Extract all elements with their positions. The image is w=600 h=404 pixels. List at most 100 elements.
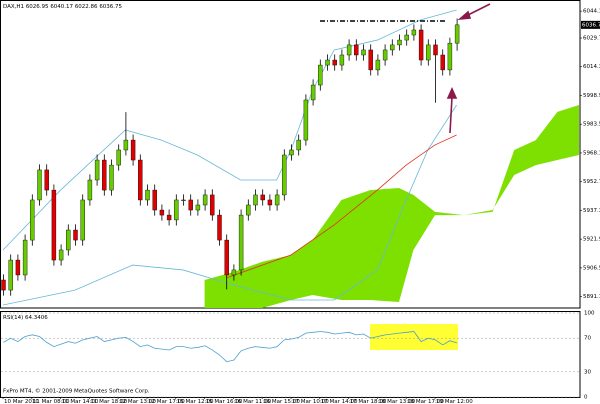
rsi-tick-label: 0 bbox=[584, 395, 588, 401]
chart-header: DAX,H1 6026.95 6040.17 6022.86 6036.75 bbox=[3, 4, 123, 10]
candle-body bbox=[51, 189, 57, 261]
y-tick-label: 6029.70 bbox=[583, 36, 600, 42]
candle-layer bbox=[1, 18, 460, 296]
candle-body bbox=[454, 24, 460, 44]
x-tick-label: 15 Mar 12:00 bbox=[177, 399, 214, 404]
candle-body bbox=[282, 154, 287, 196]
y-tick-label: 5983.50 bbox=[583, 122, 600, 128]
rsi-tick-label: 70 bbox=[584, 336, 591, 342]
rsi-highlight bbox=[370, 324, 458, 350]
candle-body bbox=[80, 199, 85, 241]
arrows bbox=[446, 3, 491, 134]
close-value: 6036.75 bbox=[99, 4, 122, 10]
arrow-head bbox=[457, 10, 472, 21]
candle-body bbox=[397, 39, 402, 46]
candle-body bbox=[382, 49, 388, 61]
x-tick-label: 11 Mar 18:00 bbox=[90, 399, 127, 404]
candle-body bbox=[202, 194, 208, 206]
x-tick-label: 16 Mar 11:00 bbox=[234, 399, 271, 404]
rsi-label: RSI(14) bbox=[3, 315, 23, 321]
y-tick-label: 6014.30 bbox=[583, 64, 600, 70]
low-value: 6022.86 bbox=[75, 4, 98, 10]
indicator-line bbox=[2, 104, 457, 306]
candle-body bbox=[361, 49, 366, 56]
candle-body bbox=[238, 214, 244, 271]
candle-body bbox=[102, 159, 107, 191]
x-tick-label: 17 Mar 10:00 bbox=[292, 399, 329, 404]
candle-body bbox=[433, 44, 438, 56]
candle-body bbox=[217, 214, 222, 241]
candle-body bbox=[339, 54, 345, 66]
candle-body bbox=[253, 194, 258, 206]
y-tick-label: 5952.70 bbox=[583, 179, 600, 185]
candle-body bbox=[66, 229, 71, 251]
candle-body bbox=[426, 44, 431, 61]
candle-body bbox=[440, 54, 445, 71]
candle-body bbox=[418, 29, 424, 61]
candle-body bbox=[224, 239, 229, 276]
x-tick-label: 15 Mar 16:00 bbox=[206, 399, 243, 404]
x-tick-label: 11 Mar 08:00 bbox=[33, 399, 70, 404]
candle-body bbox=[368, 49, 373, 71]
y-tick-label: 5921.90 bbox=[583, 237, 600, 243]
candle-body bbox=[138, 159, 143, 201]
rsi-value: 64.3406 bbox=[25, 315, 48, 321]
candle-body bbox=[375, 59, 381, 71]
y-tick-label: 5937.30 bbox=[583, 208, 600, 214]
candle-body bbox=[8, 259, 13, 291]
candle-body bbox=[30, 199, 35, 241]
x-tick-label: 17 Mar 14:00 bbox=[321, 399, 358, 404]
candle-body bbox=[1, 279, 6, 291]
arrow bbox=[449, 96, 453, 134]
candle-body bbox=[267, 199, 273, 206]
y-tick-label: 5998.90 bbox=[583, 93, 600, 99]
candle-body bbox=[390, 44, 395, 51]
candle-body bbox=[174, 199, 179, 221]
candle-body bbox=[303, 99, 309, 141]
candle-body bbox=[116, 149, 121, 166]
candle-body bbox=[274, 194, 280, 206]
candle-body bbox=[411, 29, 417, 36]
arrow-head bbox=[446, 87, 458, 99]
candle-body bbox=[94, 159, 100, 181]
candle-body bbox=[296, 139, 301, 151]
symbol: DAX,H1 bbox=[3, 4, 24, 10]
candle-body bbox=[58, 249, 64, 261]
open-value: 6026.95 bbox=[26, 4, 49, 10]
candle-body bbox=[332, 59, 337, 66]
x-tick-label: 11 Mar 14:00 bbox=[62, 399, 99, 404]
candle-body bbox=[404, 34, 409, 41]
rsi-tick-label: 100 bbox=[584, 311, 595, 317]
candle-body bbox=[123, 139, 129, 151]
rsi-tick-label: 30 bbox=[584, 369, 591, 375]
y-tick-label: 5906.50 bbox=[583, 265, 600, 271]
candle-body bbox=[130, 139, 136, 161]
indicator-layer bbox=[2, 9, 457, 306]
candle-body bbox=[325, 59, 330, 66]
y-tick-label: 5891.10 bbox=[583, 294, 600, 300]
x-tick-label: 18 Mar 13:00 bbox=[378, 399, 415, 404]
cloud-layer bbox=[204, 104, 579, 309]
indicator-line bbox=[226, 134, 457, 279]
candle-body bbox=[44, 169, 49, 191]
candle-body bbox=[22, 239, 28, 276]
indicator-line bbox=[2, 9, 457, 251]
candle-body bbox=[15, 259, 21, 276]
x-tick-label: 17 Mar 18:00 bbox=[350, 399, 387, 404]
x-tick-label: 12 Mar 13:00 bbox=[119, 399, 156, 404]
rsi-line bbox=[3, 331, 458, 363]
candle-body bbox=[166, 214, 172, 221]
rsi-header: RSI(14) 64.3406 bbox=[3, 315, 48, 321]
y-tick-label: 6044.10 bbox=[583, 9, 600, 15]
rsi-panel bbox=[0, 311, 581, 398]
candle-body bbox=[73, 229, 78, 241]
candle-body bbox=[188, 199, 193, 211]
candle-body bbox=[37, 169, 42, 201]
candle-body bbox=[210, 194, 215, 216]
high-value: 6040.17 bbox=[50, 4, 73, 10]
candle-body bbox=[87, 179, 93, 201]
candle-body bbox=[246, 204, 251, 216]
x-tick-label: 10 Mar 2010 bbox=[4, 399, 39, 404]
candle-body bbox=[318, 64, 323, 86]
